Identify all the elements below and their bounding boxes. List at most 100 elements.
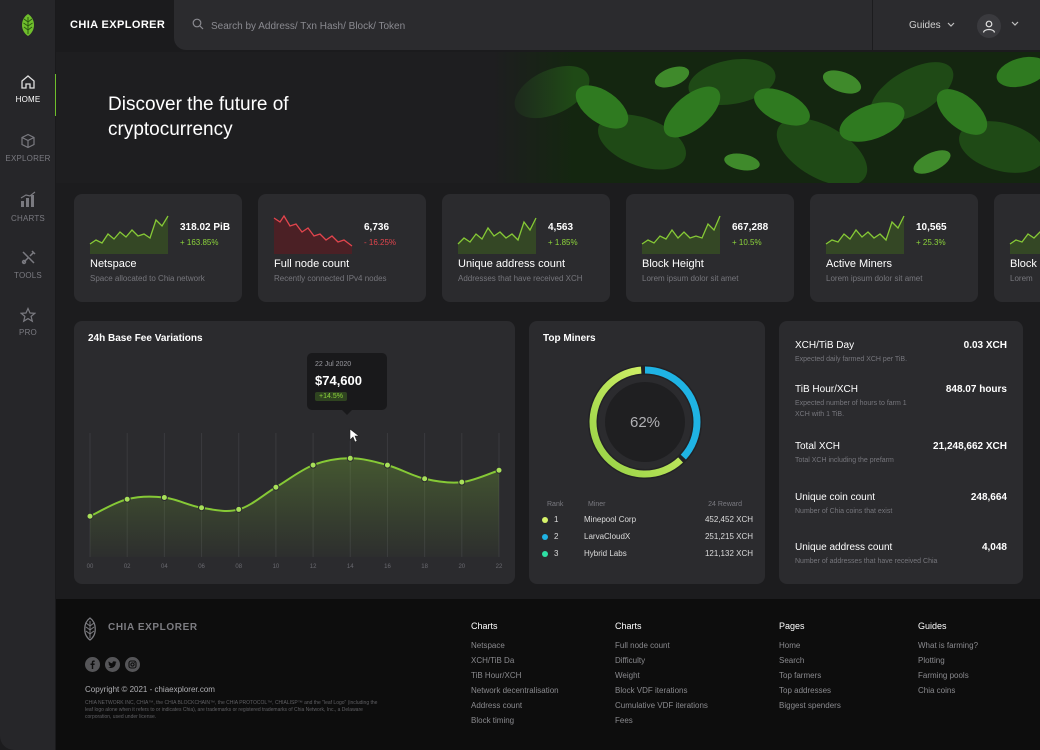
tooltip-date: 22 Jul 2020 bbox=[315, 361, 352, 368]
stat-card-active-miners[interactable]: 10,565 + 25.3% Active Miners Lorem ipsum… bbox=[810, 194, 978, 302]
fee-line-chart[interactable]: 00 02 04 06 08 10 12 14 16 18 20 22 bbox=[74, 321, 515, 584]
sidebar-item-charts[interactable]: CHARTS bbox=[0, 191, 56, 241]
x-tick-label: 16 bbox=[384, 564, 391, 570]
footer-link[interactable]: Block timing bbox=[471, 716, 515, 725]
footer-link[interactable]: Address count bbox=[471, 701, 523, 710]
sidebar-item-tools[interactable]: TOOLS bbox=[0, 249, 56, 299]
x-tick-label: 10 bbox=[273, 564, 280, 570]
sparkline bbox=[641, 215, 721, 254]
footer-link[interactable]: Difficulty bbox=[615, 656, 646, 665]
user-avatar[interactable] bbox=[977, 14, 1001, 38]
stat-card-netspace[interactable]: 318.02 PiB + 163.85% Netspace Space allo… bbox=[74, 194, 242, 302]
footer-link[interactable]: TiB Hour/XCH bbox=[471, 671, 522, 680]
footer-column-heading: Guides bbox=[918, 621, 947, 631]
data-point bbox=[272, 483, 280, 491]
app-brand[interactable]: CHIA EXPLORER bbox=[70, 19, 166, 31]
miner-rank: 3 bbox=[554, 549, 559, 558]
stat-label: Total XCH bbox=[795, 441, 841, 452]
stat-description: Number of Chia coins that exist bbox=[795, 508, 893, 515]
tooltip-change: +14.5% bbox=[315, 392, 347, 401]
donut-arc-secondary bbox=[589, 366, 701, 478]
x-tick-label: 20 bbox=[458, 564, 465, 570]
footer-link[interactable]: Home bbox=[779, 641, 801, 650]
card-value: 6,736 bbox=[364, 222, 390, 233]
data-point bbox=[346, 454, 354, 462]
miner-row[interactable]: 1 Minepool Corp 452,452 XCH bbox=[529, 512, 753, 528]
footer-link[interactable]: Top farmers bbox=[779, 671, 822, 680]
sidebar-item-explorer[interactable]: EXPLORER bbox=[0, 133, 56, 183]
footer-link[interactable]: Top addresses bbox=[779, 686, 832, 695]
footer-link[interactable]: Search bbox=[779, 656, 805, 665]
legal-text: CHIA NETWORK INC, CHIA™, the CHIA BLOCKC… bbox=[85, 700, 378, 720]
miner-row[interactable]: 2 LarvaCloudX 251,215 XCH bbox=[529, 529, 753, 545]
stat-card-unique-address-count[interactable]: 4,563 + 1.85% Unique address count Addre… bbox=[442, 194, 610, 302]
stat-label: Unique address count bbox=[795, 542, 893, 553]
footer-column-charts-2: Charts Full node count Difficulty Weight… bbox=[615, 621, 708, 728]
card-title: Active Miners bbox=[826, 258, 893, 270]
miner-share-donut[interactable]: 62% bbox=[529, 357, 765, 487]
stat-label: XCH/TiB Day bbox=[795, 340, 855, 351]
footer-link[interactable]: Netspace bbox=[471, 641, 505, 650]
stat-value: 248,664 bbox=[970, 492, 1007, 503]
sidebar-item-home[interactable]: HOME bbox=[0, 74, 57, 124]
miner-row[interactable]: 3 Hybrid Labs 121,132 XCH bbox=[529, 546, 753, 562]
facebook-icon[interactable] bbox=[85, 657, 100, 672]
card-title: Netspace bbox=[90, 258, 137, 270]
footer-link[interactable]: Farming pools bbox=[918, 671, 969, 680]
stat-value: 4,048 bbox=[981, 542, 1007, 553]
stat-description: Expected daily farmed XCH per TiB. bbox=[795, 356, 908, 363]
sidebar-item-label: HOME bbox=[15, 95, 41, 104]
top-miners-title: Top Miners bbox=[543, 333, 596, 344]
miner-name: Minepool Corp bbox=[584, 515, 637, 524]
chevron-down-icon[interactable] bbox=[1011, 21, 1019, 27]
card-subtitle: Addresses that have received XCH bbox=[458, 274, 583, 283]
footer-link[interactable]: Biggest spenders bbox=[779, 701, 841, 710]
rank-header: Rank bbox=[547, 501, 564, 508]
card-value: 318.02 PiB bbox=[180, 222, 231, 233]
sidebar-item-label: CHARTS bbox=[11, 214, 45, 223]
twitter-icon[interactable] bbox=[105, 657, 120, 672]
chia-leaf-logo-icon[interactable] bbox=[15, 12, 41, 38]
footer-link[interactable]: Network decentralisation bbox=[471, 686, 559, 695]
guides-label: Guides bbox=[909, 20, 941, 31]
stat-description: Total XCH including the prefarm bbox=[795, 457, 894, 464]
footer-link[interactable]: Block VDF iterations bbox=[615, 686, 688, 695]
stat-card-block-height[interactable]: 667,288 + 10.5% Block Height Lorem ipsum… bbox=[626, 194, 794, 302]
miner-color-dot bbox=[542, 551, 548, 557]
x-tick-label: 02 bbox=[124, 564, 131, 570]
footer-link[interactable]: Plotting bbox=[918, 656, 945, 665]
x-tick-label: 04 bbox=[161, 564, 168, 570]
footer-link[interactable]: What is farming? bbox=[918, 641, 979, 650]
footer-link[interactable]: Chia coins bbox=[918, 686, 956, 695]
footer-column-charts: Charts Netspace XCH/TiB Da TiB Hour/XCH … bbox=[471, 621, 559, 728]
data-point bbox=[198, 504, 206, 512]
reward-header: 24 Reward bbox=[708, 501, 742, 508]
top-bar: CHIA EXPLORER Guides bbox=[56, 0, 1040, 52]
x-tick-label: 06 bbox=[198, 564, 205, 570]
card-value: 4,563 bbox=[548, 222, 574, 233]
footer-link[interactable]: Full node count bbox=[615, 641, 670, 650]
stat-card-full-node-count[interactable]: 6,736 - 16.25% Full node count Recently … bbox=[258, 194, 426, 302]
card-change: + 163.85% bbox=[180, 238, 219, 247]
card-change: + 10.5% bbox=[732, 238, 762, 247]
footer-link[interactable]: Fees bbox=[615, 716, 633, 725]
sidebar-item-label: TOOLS bbox=[14, 271, 42, 280]
network-stats-panel: XCH/TiB Day 0.03 XCH Expected daily farm… bbox=[779, 321, 1023, 584]
footer-link[interactable]: XCH/TiB Da bbox=[471, 656, 515, 665]
footer-link[interactable]: Weight bbox=[615, 671, 640, 680]
sidebar-item-label: EXPLORER bbox=[5, 154, 51, 163]
search-input[interactable] bbox=[211, 16, 811, 36]
card-subtitle: Lorem bbox=[1010, 274, 1033, 283]
footer-column-guides: Guides What is farming? Plotting Farming… bbox=[918, 621, 978, 698]
footer-brand-text: CHIA EXPLORER bbox=[108, 622, 198, 633]
guides-dropdown[interactable]: Guides bbox=[909, 20, 955, 31]
card-title: Block Height bbox=[642, 258, 704, 270]
instagram-icon[interactable] bbox=[125, 657, 140, 672]
cursor-pointer-icon bbox=[349, 428, 360, 443]
stat-card-block[interactable]: Block Lorem bbox=[994, 194, 1040, 302]
data-point bbox=[123, 495, 131, 503]
footer-link[interactable]: Cumulative VDF iterations bbox=[615, 701, 708, 710]
card-subtitle: Recently connected IPv4 nodes bbox=[274, 274, 387, 283]
sidebar-item-pro[interactable]: PRO bbox=[0, 307, 56, 357]
sidebar: HOME EXPLORER CHARTS TOOLS PRO bbox=[0, 0, 57, 750]
